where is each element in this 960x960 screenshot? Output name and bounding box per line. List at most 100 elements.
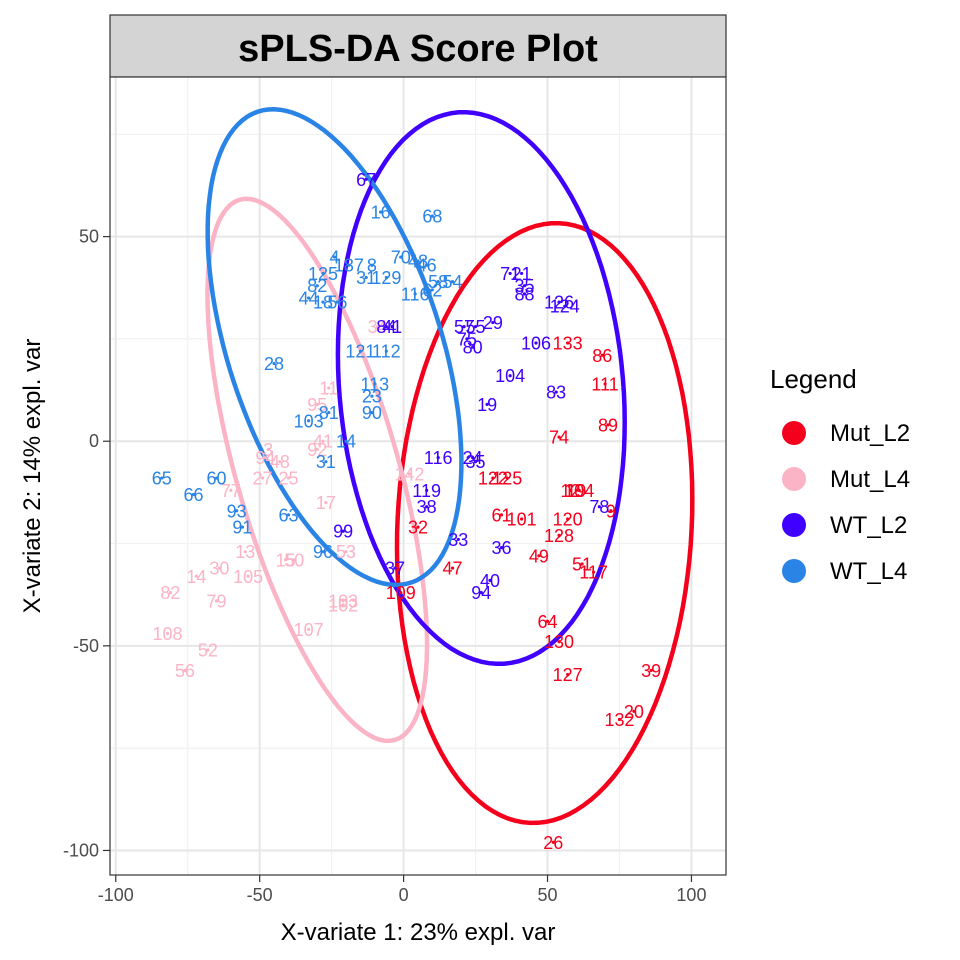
point-marker — [471, 345, 475, 349]
point-label: 127 — [553, 665, 583, 685]
legend-label: Mut_L2 — [830, 420, 910, 447]
point-marker — [399, 591, 403, 595]
legend-label: WT_L2 — [830, 512, 907, 539]
point-label: 67 — [356, 170, 376, 190]
point-label: 106 — [521, 334, 551, 354]
point-marker — [315, 284, 319, 288]
point-label: 36 — [491, 538, 511, 558]
point-marker — [364, 177, 368, 181]
point-marker — [384, 325, 388, 329]
point-marker — [384, 349, 388, 353]
point-marker — [315, 447, 319, 451]
point-marker — [286, 476, 291, 480]
point-marker — [574, 488, 578, 492]
point-label: 79 — [206, 591, 226, 611]
point-label: 187 — [334, 256, 364, 276]
point-label: 3 — [263, 440, 273, 460]
point-marker — [214, 599, 219, 603]
point-label: 86 — [592, 346, 612, 366]
point-label: 37 — [385, 559, 405, 579]
point-label: 18 — [313, 293, 333, 313]
point-label: 102 — [328, 595, 358, 615]
confidence-ellipses — [205, 106, 695, 826]
point-label: 63 — [278, 505, 298, 525]
point-label: 105 — [233, 567, 263, 587]
point-marker — [600, 353, 604, 357]
point-label: 47 — [443, 559, 463, 579]
point-marker — [436, 280, 440, 284]
point-label: 133 — [553, 334, 583, 354]
point-label: 101 — [507, 509, 537, 529]
point-label: 112 — [372, 342, 401, 362]
y-axis-title: X-variate 2: 14% expl. var — [19, 339, 46, 614]
point-marker — [649, 668, 653, 672]
point-marker — [416, 259, 420, 263]
x-axis-title: X-variate 1: 23% expl. var — [281, 919, 556, 946]
point-marker — [473, 325, 478, 329]
point-label: 53 — [336, 542, 356, 562]
point-marker — [370, 263, 374, 267]
x-axis-ticks: -100 -50 0 50 100 — [98, 875, 706, 905]
point-marker — [327, 386, 331, 390]
point-label: 94 — [471, 583, 491, 603]
point-marker — [462, 325, 466, 329]
point-label: 71 — [500, 264, 520, 284]
point-label: 122 — [478, 469, 508, 489]
point-marker — [378, 210, 383, 214]
legend-swatch — [782, 421, 806, 445]
point-label: 35 — [466, 452, 486, 472]
point-label: 92 — [307, 440, 327, 460]
point-marker — [407, 472, 411, 476]
point-label: 83 — [546, 383, 566, 403]
point-label: 89 — [598, 415, 618, 435]
point-marker — [393, 566, 397, 570]
x-tick-label: 0 — [399, 885, 409, 905]
point-marker — [425, 488, 429, 492]
point-marker — [307, 296, 311, 300]
legend: Legend Mut_L2 Mut_L4 WT_L2 WT_L4 — [770, 364, 910, 585]
point-marker — [436, 455, 440, 460]
point-label: 56 — [327, 293, 347, 313]
point-marker — [183, 668, 187, 672]
point-marker — [471, 455, 475, 460]
plot-border — [109, 76, 727, 876]
point-label: 23 — [362, 387, 382, 407]
point-label: 95 — [307, 395, 327, 415]
point-marker — [522, 292, 527, 296]
y-tick-label: -50 — [73, 636, 99, 656]
point-label: 75 — [457, 329, 477, 349]
point-marker — [566, 517, 570, 521]
point-label: 29 — [483, 313, 503, 333]
point-label: 28 — [264, 354, 284, 374]
ellipse-wt-l2 — [335, 109, 627, 667]
point-label: 33 — [448, 530, 468, 550]
point-marker — [597, 505, 601, 509]
point-marker — [505, 476, 509, 480]
point-marker — [168, 591, 173, 595]
point-marker — [315, 402, 319, 406]
x-tick-label: -50 — [247, 885, 273, 905]
point-marker — [344, 439, 348, 443]
point-marker — [324, 460, 328, 464]
point-marker — [260, 476, 265, 480]
point-marker — [430, 288, 434, 292]
point-marker — [520, 271, 524, 276]
point-marker — [520, 517, 524, 521]
point-label: 27 — [253, 469, 273, 489]
point-marker — [246, 574, 250, 578]
point-label: 55 — [466, 317, 486, 337]
point-label: 39 — [641, 661, 661, 681]
point-marker — [266, 447, 270, 451]
point-label: 34 — [368, 317, 388, 337]
point-label: 103 — [328, 591, 358, 611]
point-marker — [229, 488, 233, 492]
point-label: 91 — [232, 518, 252, 538]
ellipse-mut-l4 — [205, 196, 430, 744]
legend-title: Legend — [770, 364, 857, 394]
point-marker — [450, 280, 455, 284]
point-label: 52 — [198, 640, 218, 660]
ellipse-mut-l2 — [394, 220, 695, 826]
point-marker — [235, 509, 239, 513]
point-marker — [399, 255, 403, 259]
point-label: 94 — [255, 448, 275, 468]
